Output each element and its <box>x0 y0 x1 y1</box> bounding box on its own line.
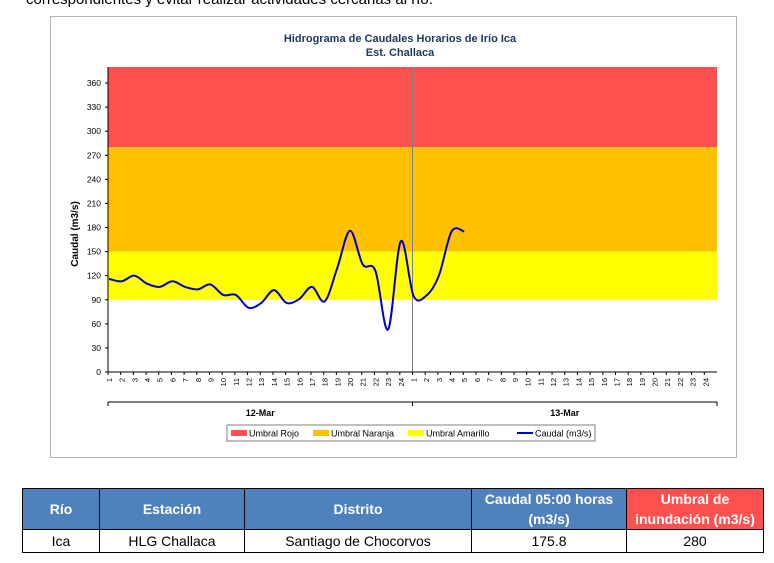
legend-label: Umbral Rojo <box>249 429 299 439</box>
x-tick-label: 17 <box>612 378 621 386</box>
x-tick-label: 5 <box>156 378 165 382</box>
x-tick-label: 8 <box>498 378 507 382</box>
legend-label: Umbral Naranja <box>331 429 394 439</box>
y-tick-label: 300 <box>87 126 101 136</box>
x-tick-label: 23 <box>384 378 393 386</box>
x-tick-label: 7 <box>486 378 495 382</box>
x-tick-label: 21 <box>359 378 368 386</box>
y-tick-label: 120 <box>87 271 101 281</box>
x-tick-label: 9 <box>206 378 215 382</box>
chart-subtitle: Est. Challaca <box>366 47 435 59</box>
x-tick-label: 9 <box>511 378 520 382</box>
x-tick-label: 18 <box>625 378 634 386</box>
x-tick-label: 2 <box>422 378 431 382</box>
table-header-row: Río Estación Distrito Caudal 05:00 horas… <box>22 488 764 530</box>
x-tick-label: 4 <box>448 378 457 382</box>
x-tick-label: 13 <box>257 378 266 386</box>
x-tick-label: 10 <box>219 378 228 386</box>
x-tick-label: 24 <box>701 378 710 386</box>
x-tick-label: 17 <box>308 378 317 386</box>
header-caudal: Caudal 05:00 horas (m3/s) <box>471 488 627 530</box>
legend-swatch <box>313 430 329 436</box>
flow-table: Río Estación Distrito Caudal 05:00 horas… <box>22 488 764 553</box>
y-axis-label: Caudal (m3/s) <box>70 201 81 267</box>
x-tick-label: 14 <box>270 378 279 386</box>
x-tick-label: 12 <box>245 378 254 386</box>
y-tick-label: 360 <box>87 78 101 88</box>
x-tick-label: 20 <box>346 378 355 386</box>
x-tick-label: 1 <box>105 378 114 382</box>
x-tick-label: 6 <box>168 378 177 382</box>
legend-label: Umbral Amarillo <box>426 429 490 439</box>
table-row: Ica HLG Challaca Santiago de Chocorvos 1… <box>22 529 764 553</box>
x-tick-label: 2 <box>118 378 127 382</box>
x-tick-label: 11 <box>232 378 241 386</box>
x-tick-label: 3 <box>435 378 444 382</box>
cell-umbral: 280 <box>626 529 764 553</box>
x-tick-label: 23 <box>689 378 698 386</box>
y-tick-label: 330 <box>87 102 101 112</box>
x-tick-label: 13 <box>562 378 571 386</box>
x-tick-label: 18 <box>321 378 330 386</box>
x-tick-label: 10 <box>524 378 533 386</box>
legend-label: Caudal (m3/s) <box>535 429 592 439</box>
x-tick-label: 7 <box>181 378 190 382</box>
header-distrito: Distrito <box>244 488 472 530</box>
x-tick-label: 5 <box>460 378 469 382</box>
x-tick-label: 20 <box>651 378 660 386</box>
cell-caudal: 175.8 <box>471 529 627 553</box>
x-tick-label: 16 <box>600 378 609 386</box>
x-tick-label: 22 <box>371 378 380 386</box>
x-tick-label: 21 <box>663 378 672 386</box>
x-tick-label: 3 <box>130 378 139 382</box>
x-tick-label: 14 <box>574 378 583 386</box>
y-tick-label: 210 <box>87 198 101 208</box>
day-label: 13-Mar <box>550 408 580 418</box>
x-tick-label: 15 <box>283 378 292 386</box>
header-rio: Río <box>22 488 100 530</box>
y-tick-label: 270 <box>87 150 101 160</box>
x-tick-label: 12 <box>549 378 558 386</box>
y-tick-label: 180 <box>87 223 101 233</box>
chart-title: Hidrograma de Caudales Horarios de Irío … <box>284 33 517 45</box>
x-tick-label: 19 <box>638 378 647 386</box>
x-tick-label: 22 <box>676 378 685 386</box>
header-estacion: Estación <box>99 488 245 530</box>
x-tick-label: 19 <box>333 378 342 386</box>
x-tick-label: 8 <box>194 378 203 382</box>
legend-swatch <box>231 430 247 436</box>
series-line-caudal <box>108 227 465 331</box>
x-tick-label: 1 <box>409 378 418 382</box>
x-tick-label: 16 <box>295 378 304 386</box>
y-tick-label: 90 <box>92 295 102 305</box>
x-tick-label: 11 <box>536 378 545 386</box>
y-tick-label: 150 <box>87 247 101 257</box>
x-tick-label: 15 <box>587 378 596 386</box>
y-tick-label: 30 <box>92 343 102 353</box>
legend-swatch <box>408 430 424 436</box>
cell-estacion: HLG Challaca <box>99 529 245 553</box>
cell-rio: Ica <box>22 529 100 553</box>
y-tick-label: 0 <box>96 367 101 377</box>
y-tick-label: 240 <box>87 174 101 184</box>
x-tick-label: 6 <box>473 378 482 382</box>
y-tick-label: 60 <box>92 319 102 329</box>
header-umbral: Umbral de inundación (m3/s) <box>626 488 764 530</box>
cell-distrito: Santiago de Chocorvos <box>244 529 472 553</box>
top-text: correspondientes y evitar realizar activ… <box>26 0 433 8</box>
legend: Umbral Rojo Umbral Naranja Umbral Amarillo… <box>226 424 596 442</box>
x-tick-label: 24 <box>397 378 406 386</box>
day-label: 12-Mar <box>246 408 276 418</box>
x-tick-label: 4 <box>143 378 152 382</box>
